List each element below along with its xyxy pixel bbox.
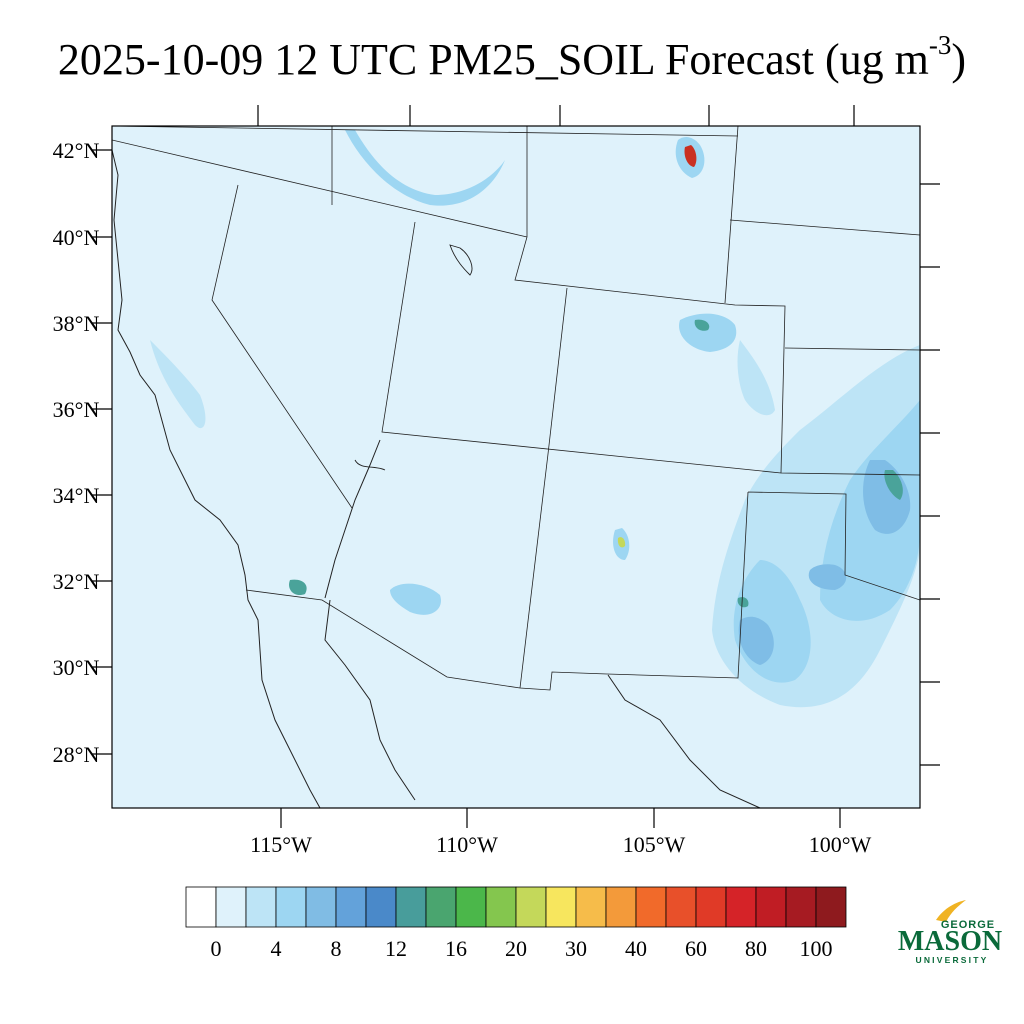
lat-label: 42°N xyxy=(53,138,100,163)
lat-label: 28°N xyxy=(53,742,100,767)
latitude-labels: 42°N 40°N 38°N 36°N 34°N 32°N 30°N 28°N xyxy=(53,138,100,767)
colorbar-box xyxy=(275,886,307,928)
colorbar-box xyxy=(605,886,637,928)
colorbar-box xyxy=(575,886,607,928)
colorbar-label: 16 xyxy=(445,936,467,961)
colorbar-box xyxy=(365,886,397,928)
colorbar-label: 0 xyxy=(211,936,222,961)
lon-label: 100°W xyxy=(809,832,872,857)
plot-title: 2025-10-09 12 UTC PM25_SOIL Forecast (ug… xyxy=(0,30,1024,95)
lon-label: 105°W xyxy=(623,832,686,857)
colorbar-box xyxy=(545,886,577,928)
coastline xyxy=(112,149,761,808)
colorbar-label: 60 xyxy=(685,936,707,961)
plume-wyoming-hot xyxy=(684,145,697,167)
colorbar-label: 80 xyxy=(745,936,767,961)
colorbar-box xyxy=(785,886,817,928)
colorbar-box xyxy=(305,886,337,928)
title-close: ) xyxy=(951,35,967,84)
plume-arizona xyxy=(390,583,441,615)
colorbar-label: 4 xyxy=(271,936,282,961)
colorbar-box xyxy=(215,886,247,928)
plume-east-dark2 xyxy=(738,616,774,665)
plume-east-core2 xyxy=(737,597,749,608)
colorbar-box xyxy=(335,886,367,928)
colorbar-box xyxy=(755,886,787,928)
plume-california xyxy=(150,340,206,429)
boundaries xyxy=(112,126,920,808)
logo-top: GEORGE xyxy=(941,919,995,931)
colorbar-label: 8 xyxy=(331,936,342,961)
plume-nm-core xyxy=(617,537,626,548)
lon-label: 110°W xyxy=(436,832,498,857)
plume-colorado-core xyxy=(694,319,710,331)
colorbar-box xyxy=(815,886,847,928)
colorbar-box xyxy=(425,886,457,928)
logo-flame xyxy=(936,900,966,922)
state-boundaries xyxy=(112,126,920,691)
plume-east-dark3 xyxy=(808,564,847,590)
colorbar-box xyxy=(395,886,427,928)
plume-socal xyxy=(289,579,307,596)
colorbar-box xyxy=(245,886,277,928)
colorbar-label: 100 xyxy=(800,936,833,961)
logo-bottom: UNIVERSITY xyxy=(915,955,988,965)
longitude-labels: 115°W 110°W 105°W 100°W xyxy=(250,832,871,857)
axis-ticks xyxy=(92,105,940,828)
colorbar-box xyxy=(635,886,667,928)
colorbar-boxes xyxy=(185,886,847,928)
colorbar-label: 20 xyxy=(505,936,527,961)
plume-plains xyxy=(737,340,775,416)
lat-label: 34°N xyxy=(53,483,100,508)
lat-label: 38°N xyxy=(53,311,100,336)
map-frame xyxy=(111,125,921,809)
lat-label: 32°N xyxy=(53,569,100,594)
colorbar-box xyxy=(455,886,487,928)
title-text: 2025-10-09 12 UTC PM25_SOIL Forecast (ug… xyxy=(57,35,929,84)
colorbar-box xyxy=(725,886,757,928)
lat-label: 30°N xyxy=(53,655,100,680)
lon-label: 115°W xyxy=(250,832,312,857)
colorbar-box xyxy=(185,886,217,928)
colorbar-box xyxy=(515,886,547,928)
logo-name: MASON xyxy=(898,926,1002,957)
george-mason-logo: GEORGE MASON UNIVERSITY xyxy=(898,900,1002,965)
colorbar-box xyxy=(665,886,697,928)
plume-colorado xyxy=(679,313,737,352)
plume-idaho-arc xyxy=(345,130,505,206)
colorbar-box xyxy=(485,886,517,928)
colorbar-box xyxy=(695,886,727,928)
colorbar-label: 30 xyxy=(565,936,587,961)
colorbar-label: 12 xyxy=(385,936,407,961)
lakes xyxy=(354,244,473,471)
plume-east-core xyxy=(884,470,903,500)
concentration-field xyxy=(150,130,920,708)
lat-label: 40°N xyxy=(53,225,100,250)
colorbar-label: 40 xyxy=(625,936,647,961)
title-exponent: -3 xyxy=(928,30,952,60)
lat-label: 36°N xyxy=(53,397,100,422)
colorbar-labels: 0 4 8 12 16 20 30 40 60 80 100 xyxy=(211,936,833,961)
